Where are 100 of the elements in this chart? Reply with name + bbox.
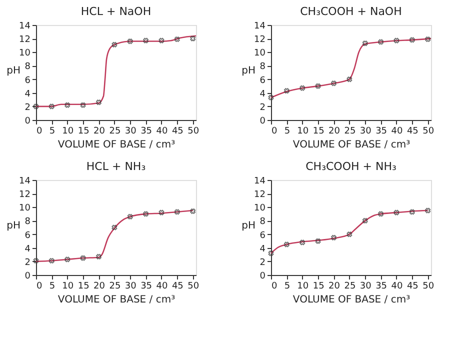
x-tick-label: 15 [312,282,324,292]
y-tick-label: 12 [254,35,266,46]
x-tick-label: 45 [172,282,184,292]
point [315,83,321,89]
point [284,88,290,94]
x-tick-label: 5 [284,126,290,136]
point [64,256,70,262]
point [96,254,102,260]
x-tick-label: 25 [109,126,121,136]
point [143,38,149,44]
x-tick-label: 45 [406,126,418,136]
x-tick-label: 0 [36,126,42,136]
y-tick-label: 12 [254,190,266,200]
point [127,38,133,44]
point [300,85,306,91]
y-tick-label: 14 [254,176,266,186]
y-axis-title: pH [6,220,20,232]
y-tick-label: 12 [19,190,30,200]
point [64,102,70,108]
y-tick-label: 10 [19,48,31,59]
point [300,240,306,246]
point [112,42,118,48]
x-tick-label: 5 [49,282,56,292]
x-tick-label: 15 [312,126,324,136]
x-tick-label: 5 [284,282,290,292]
y-tick-label: 6 [24,76,31,86]
point [284,242,290,248]
x-tick-label: 20 [94,282,106,292]
y-tick-label: 14 [254,22,266,32]
point [143,211,149,217]
point [331,80,336,86]
y-tick-label: 4 [24,89,31,100]
y-tick-label: 6 [24,230,31,241]
x-tick-label: 20 [328,282,340,292]
y-tick-label: 0 [260,272,266,282]
x-tick-label: 30 [124,282,137,292]
y-axis-title: pH [242,220,256,232]
y-tick-label: 8 [24,217,31,228]
x-axis-title: VOLUME OF BASE / cm³ [58,140,176,150]
point [33,104,39,110]
x-tick-label: 40 [156,282,168,292]
x-tick-label: 10 [297,282,309,292]
y-axis-title: pH [242,66,256,76]
point [394,210,400,216]
point [315,238,321,244]
y-tick-label: 4 [24,244,31,254]
x-tick-label: 25 [344,126,356,136]
y-axis-title: pH [6,66,20,76]
y-tick-label: 4 [260,244,266,254]
point [362,218,368,224]
x-tick-label: 10 [62,282,74,292]
point [48,258,54,264]
y-tick-label: 2 [24,258,30,268]
point [33,258,39,264]
y-tick-label: 10 [254,204,266,214]
x-tick-label: 25 [344,282,356,292]
point [425,36,431,42]
x-tick-label: 30 [360,282,372,292]
x-tick-label: 50 [422,126,434,136]
x-tick-label: 50 [188,126,200,136]
y-tick-label: 14 [19,22,31,32]
x-axis-title: VOLUME OF BASE / cm³ [58,294,176,306]
x-tick-label: 0 [272,282,278,292]
x-tick-label: 10 [297,126,309,136]
point [112,224,118,230]
x-tick-label: 15 [78,126,90,136]
point [425,208,431,214]
x-tick-label: 50 [188,282,200,292]
y-tick-label: 8 [260,62,266,72]
y-tick-label: 6 [260,230,266,241]
x-tick-label: 0 [272,126,278,136]
x-tick-label: 30 [360,126,372,136]
x-tick-label: 5 [49,126,56,136]
point [190,36,196,42]
point [331,234,336,240]
point [127,214,133,220]
y-tick-label: 12 [19,35,30,46]
point [346,76,352,82]
point [190,208,196,214]
point [394,38,400,44]
point [80,255,86,261]
point [268,250,274,256]
point [346,232,352,237]
x-tick-label: 50 [422,282,434,292]
x-tick-label: 20 [94,126,106,136]
chart-title: HCL + NaOH [80,5,152,18]
point [268,94,274,100]
point [409,37,415,43]
point [174,36,180,42]
x-tick-label: 40 [391,126,403,136]
x-tick-label: 15 [78,282,90,292]
x-tick-label: 20 [328,126,340,136]
y-tick-label: 10 [19,204,31,214]
chart-title: CH₃COOH + NH₃ [306,160,396,173]
y-tick-label: 4 [260,89,266,100]
point [409,209,415,215]
y-tick-label: 2 [260,258,266,268]
point [80,102,86,108]
x-tick-label: 35 [376,126,388,136]
x-tick-label: 45 [406,282,418,292]
